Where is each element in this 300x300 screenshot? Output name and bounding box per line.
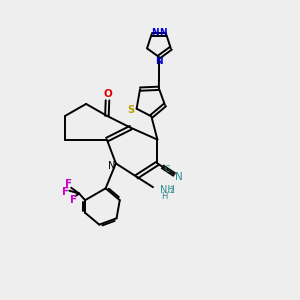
Text: F: F	[70, 195, 77, 205]
Text: N: N	[175, 172, 183, 182]
Text: NH: NH	[160, 185, 174, 195]
Text: N: N	[155, 57, 163, 66]
Text: N: N	[108, 161, 115, 171]
Text: H: H	[161, 192, 168, 201]
Text: N: N	[151, 28, 159, 37]
Text: S: S	[127, 105, 134, 115]
Text: F: F	[65, 179, 72, 189]
Text: O: O	[103, 89, 112, 99]
Text: N: N	[159, 28, 166, 37]
Text: 2: 2	[169, 186, 174, 195]
Text: C: C	[165, 165, 170, 174]
Text: F: F	[62, 187, 69, 197]
